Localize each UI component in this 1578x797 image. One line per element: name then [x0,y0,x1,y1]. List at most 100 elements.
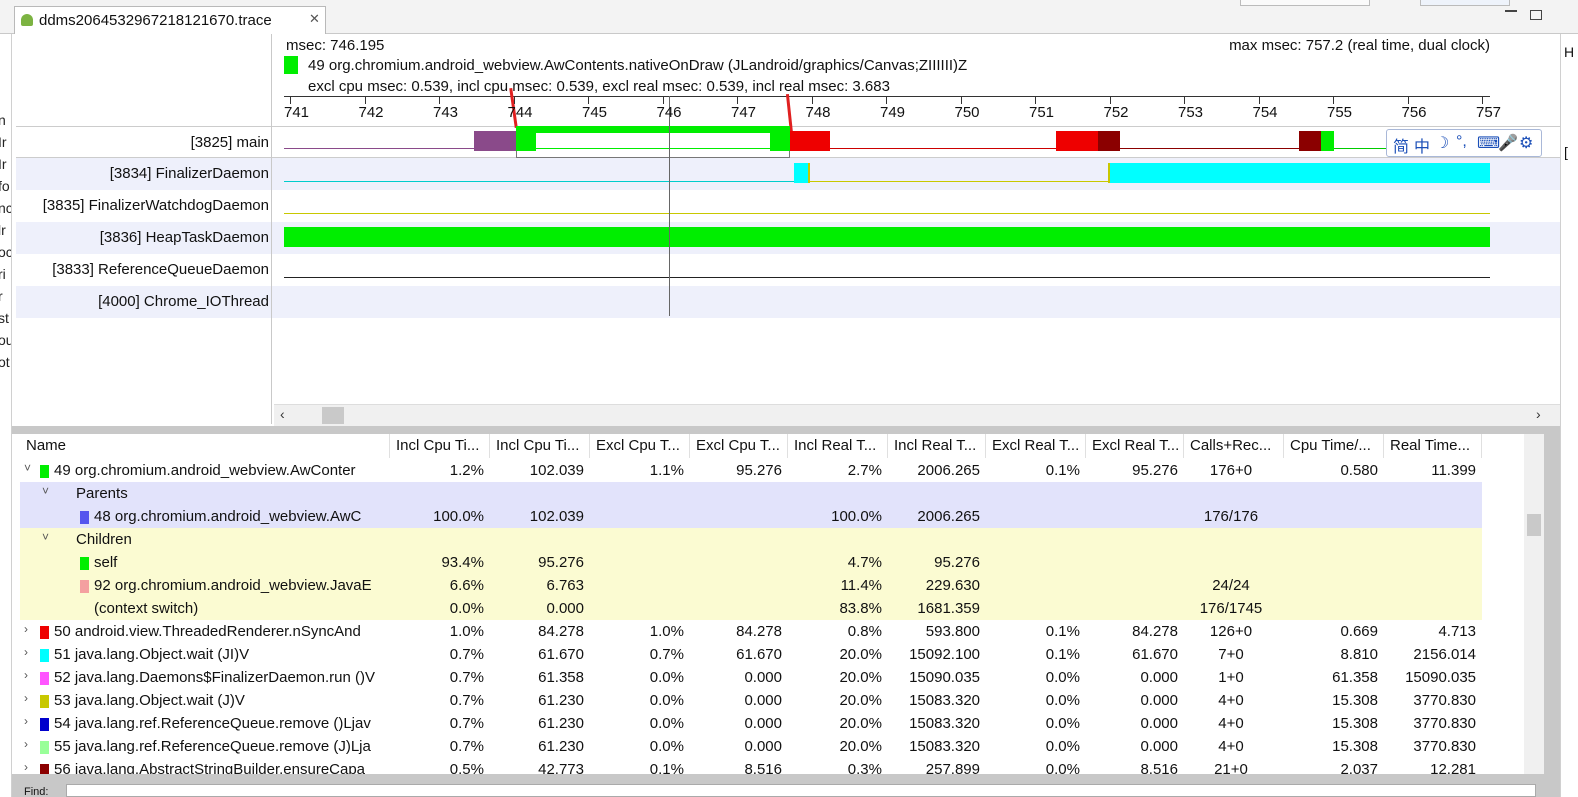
table-cell: 61.230 [538,738,584,755]
table-cell: 15083.320 [909,692,980,709]
tick-label: 756 [1401,104,1427,121]
main-segment[interactable] [516,126,790,133]
main-segment[interactable] [790,131,830,151]
table-row[interactable]: › 51 java.lang.Object.wait (JI)V 0.7% 61.67… [20,643,1482,666]
table-row[interactable]: 92 org.chromium.android_webview.JavaE 6.6… [20,574,1482,597]
ime-button[interactable]: ⌨ [1477,135,1501,152]
expand-toggle-icon[interactable]: › [24,737,28,751]
finalizer-line [284,181,794,182]
main-segment[interactable] [1056,131,1098,151]
thread-row[interactable]: [3835] FinalizerWatchdogDaemon [16,190,1560,222]
table-row[interactable]: › 55 java.lang.ref.ReferenceQueue.remove … [20,735,1482,758]
method-color-swatch [40,695,49,708]
table-cell: 61.230 [538,692,584,709]
ime-toolbar[interactable]: 简中 ☽ °, ⌨ 🎤 ⚙ [1386,129,1542,157]
expand-toggle-icon[interactable]: › [24,622,28,636]
thread-row[interactable]: [3833] ReferenceQueueDaemon [16,254,1560,286]
ime-button[interactable]: °, [1456,133,1467,150]
column-header[interactable]: Excl Real T... [1086,434,1184,458]
expand-toggle-icon[interactable]: › [24,668,28,682]
expand-toggle-icon[interactable]: › [24,760,28,774]
gutter-letter: Ir [0,156,7,172]
table-row[interactable]: 48 org.chromium.android_webview.AwC 100.0… [20,505,1482,528]
table-cell: 61.358 [538,669,584,686]
column-header[interactable]: Excl Cpu T... [690,434,788,458]
column-header[interactable]: Cpu Time/... [1284,434,1384,458]
close-icon[interactable]: ✕ [309,11,320,26]
main-segment[interactable] [1321,131,1334,151]
column-header[interactable]: Name [20,434,390,458]
table-cell: 61.358 [1332,669,1378,686]
table-cell: 1.0% [449,623,484,640]
main-segment[interactable] [1098,131,1120,151]
trace-file-tab[interactable]: ddms2064532967218121670.trace ✕ [14,6,326,34]
finalizer-segment[interactable] [1108,163,1110,183]
table-row[interactable]: ˅ Parents [20,482,1482,505]
table-cell: 15090.035 [1405,669,1476,686]
table-row[interactable]: ˅ 49 org.chromium.android_webview.AwConte… [20,459,1482,482]
maximize-icon[interactable] [1530,10,1542,20]
table-row[interactable]: self 93.4% 95.276 4.7% 95.276 [20,551,1482,574]
table-cell: 24/24 [1212,577,1250,594]
tick-mark [960,96,962,104]
expand-toggle-icon[interactable]: › [24,691,28,705]
ime-button[interactable]: ☽ [1435,135,1450,152]
table-vscrollbar[interactable] [1524,434,1544,774]
table-row[interactable]: › 52 java.lang.Daemons$FinalizerDaemon.ru… [20,666,1482,689]
column-header[interactable]: Excl Cpu T... [590,434,690,458]
table-cell: 2156.014 [1413,646,1476,663]
main-segment[interactable] [770,131,790,151]
minimize-icon[interactable] [1505,10,1517,12]
column-header[interactable]: Incl Real T... [888,434,986,458]
table-cell: 0.000 [744,715,782,732]
table-cell: 0.000 [546,600,584,617]
main-segment[interactable] [1299,131,1321,151]
expand-toggle-icon[interactable]: › [24,714,28,728]
column-header[interactable]: Incl Cpu Ti... [390,434,490,458]
timeline-hscrollbar[interactable]: ‹ › [274,404,1560,426]
column-header[interactable]: Excl Real T... [986,434,1086,458]
expand-toggle-icon[interactable]: ˅ [42,484,50,498]
expand-toggle-icon[interactable]: ˅ [24,461,32,475]
thread-row[interactable]: [4000] Chrome_IOThread [16,286,1560,318]
column-header[interactable]: Calls+Rec... [1184,434,1284,458]
scroll-thumb[interactable] [1527,514,1541,536]
main-segment[interactable] [474,131,516,151]
scroll-left-icon[interactable]: ‹ [280,406,285,422]
table-row[interactable]: ˅ Children [20,528,1482,551]
table-row[interactable]: › 50 android.view.ThreadedRenderer.nSyncA… [20,620,1482,643]
expand-toggle-icon[interactable]: ˅ [42,530,50,544]
ime-button[interactable]: ⚙ [1519,135,1534,152]
table-cell: 15083.320 [909,715,980,732]
main-segment[interactable] [516,131,536,151]
tick-label: 744 [507,104,533,121]
column-header[interactable]: Incl Real T... [788,434,888,458]
pane-splitter[interactable] [12,426,1560,434]
ime-button[interactable]: 🎤 [1498,135,1518,152]
scroll-right-icon[interactable]: › [1536,406,1541,422]
tick-mark [1035,96,1036,104]
ime-button[interactable]: 简 [1393,139,1410,156]
column-header[interactable]: Real Time... [1384,434,1482,458]
table-row[interactable]: (context switch) 0.0% 0.000 83.8% 1681.359 17… [20,597,1482,620]
finalizer-segment[interactable] [1110,163,1490,183]
table-row[interactable]: › 54 java.lang.ref.ReferenceQueue.remove … [20,712,1482,735]
finalizer-segment[interactable] [808,163,810,183]
method-name: 48 org.chromium.android_webview.AwC [94,508,362,525]
tick-mark [439,96,440,104]
time-cursor[interactable] [668,96,670,316]
method-name: 54 java.lang.ref.ReferenceQueue.remove (… [54,715,371,732]
table-cell: 93.4% [441,554,484,571]
finalizer-segment[interactable] [794,163,808,183]
tick-mark [290,96,291,104]
tick-label: 748 [805,104,831,121]
heaptask-segment[interactable] [284,227,1490,247]
find-input[interactable] [66,784,1536,797]
table-row[interactable]: › 53 java.lang.Object.wait (J)V 0.7% 61.230… [20,689,1482,712]
table-row[interactable]: › 56 java.lang.AbstractStringBuilder.ensu… [20,758,1482,774]
scroll-thumb[interactable] [322,407,344,424]
method-color-swatch [80,580,89,593]
ime-button[interactable]: 中 [1414,139,1431,156]
column-header[interactable]: Incl Cpu Ti... [490,434,590,458]
expand-toggle-icon[interactable]: › [24,645,28,659]
